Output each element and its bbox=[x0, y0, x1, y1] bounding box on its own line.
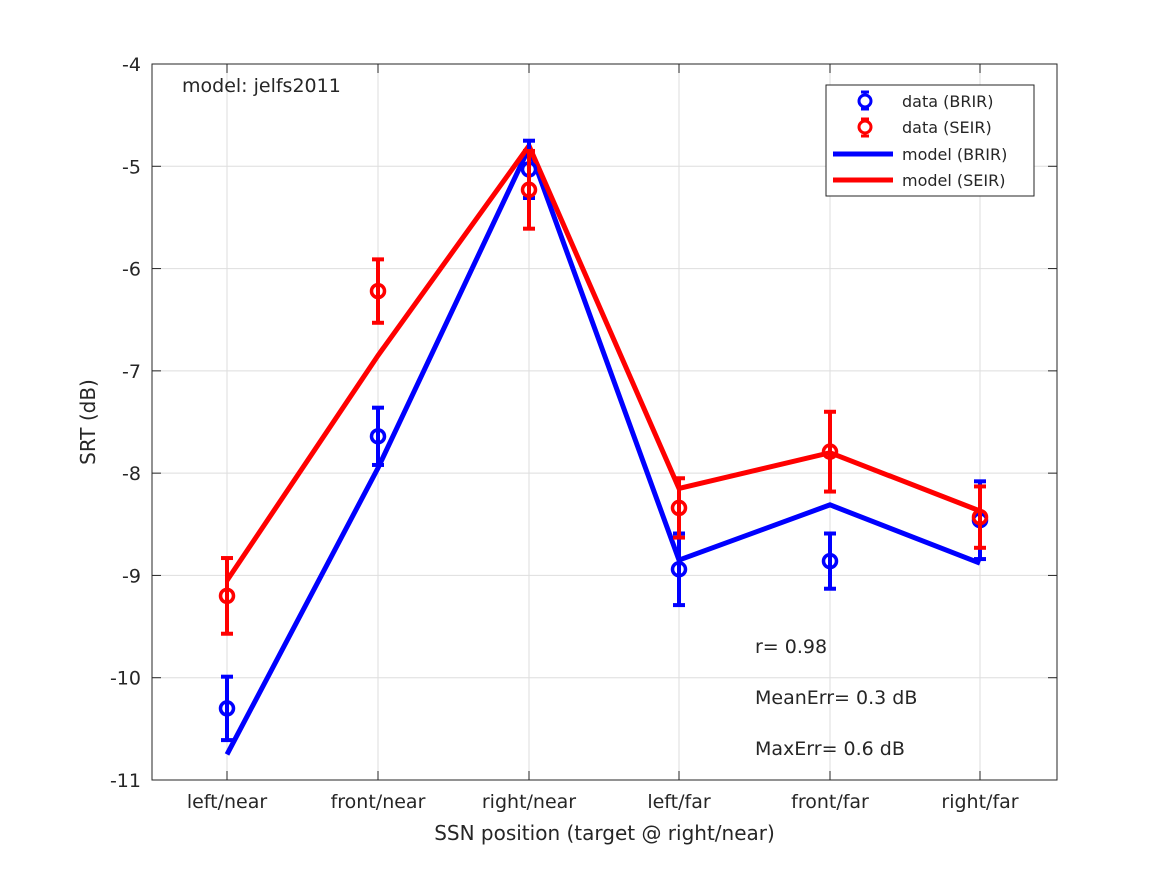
x-tick-label: right/far bbox=[941, 791, 1018, 813]
x-tick-label: right/near bbox=[482, 791, 576, 813]
y-tick-label: -4 bbox=[122, 54, 141, 76]
legend-label-model-seir: model (SEIR) bbox=[902, 171, 1006, 190]
data-point-data-seir bbox=[821, 443, 839, 460]
legend-label-data-brir: data (BRIR) bbox=[902, 92, 994, 111]
y-tick-label: -10 bbox=[110, 668, 141, 690]
errorbar-data-seir bbox=[369, 257, 387, 325]
data-point-data-brir bbox=[670, 561, 688, 578]
data-point-data-seir bbox=[218, 587, 236, 605]
axis-ticks: -11 -10 -9 -8 -7 -6 -5 -4 left/near front/near rig… bbox=[110, 54, 1057, 813]
y-tick-label: -8 bbox=[122, 463, 141, 485]
y-tick-label: -11 bbox=[110, 770, 141, 792]
x-tick-label: front/far bbox=[791, 791, 869, 813]
legend-label-data-seir: data (SEIR) bbox=[902, 118, 992, 137]
errorbar-data-seir bbox=[971, 484, 989, 550]
data-point-data-brir bbox=[369, 428, 387, 445]
legend-marker-data-seir bbox=[857, 117, 873, 138]
x-tick-label: left/near bbox=[187, 791, 268, 813]
errorbar-data-brir bbox=[369, 405, 387, 467]
y-tick-label: -5 bbox=[122, 156, 141, 178]
errorbar-data-seir bbox=[670, 476, 688, 540]
errorbar-data-seir bbox=[520, 148, 538, 231]
r-annotation: r= 0.98 bbox=[755, 636, 827, 658]
data-point-data-seir bbox=[369, 282, 387, 300]
x-axis-label: SSN position (target @ right/near) bbox=[434, 821, 775, 845]
data-point-data-brir bbox=[218, 700, 236, 717]
legend-label-model-brir: model (BRIR) bbox=[902, 145, 1007, 164]
x-tick-label: front/near bbox=[331, 791, 426, 813]
x-tick-label: left/far bbox=[647, 791, 711, 813]
y-tick-label: -7 bbox=[122, 361, 141, 383]
y-axis-label: SRT (dB) bbox=[76, 379, 100, 465]
legend-marker-data-brir bbox=[857, 90, 873, 111]
model-annotation: model: jelfs2011 bbox=[182, 75, 341, 97]
data-point-data-seir bbox=[971, 508, 989, 526]
errorbar-data-seir bbox=[821, 409, 839, 494]
legend: data (BRIR) data (SEIR) model (BRIR) mod… bbox=[825, 84, 1035, 197]
plot-frame bbox=[151, 63, 1058, 781]
y-tick-label: -9 bbox=[122, 565, 141, 587]
errorbar-data-brir bbox=[218, 674, 236, 743]
data-point-data-seir bbox=[520, 181, 538, 199]
data-point-data-seir bbox=[670, 499, 688, 517]
y-tick-label: -6 bbox=[122, 259, 141, 281]
mean-err-annotation: MeanErr= 0.3 dB bbox=[755, 687, 917, 709]
series-line-model-seir- bbox=[224, 140, 981, 582]
data-point-data-brir bbox=[821, 552, 839, 570]
errorbar-data-brir bbox=[821, 531, 839, 591]
series-line-model-brir- bbox=[224, 141, 981, 756]
max-err-annotation: MaxErr= 0.6 dB bbox=[755, 738, 905, 760]
errorbar-data-seir bbox=[218, 556, 236, 636]
errorbar-data-brir bbox=[670, 531, 688, 608]
series-layer bbox=[218, 138, 989, 756]
